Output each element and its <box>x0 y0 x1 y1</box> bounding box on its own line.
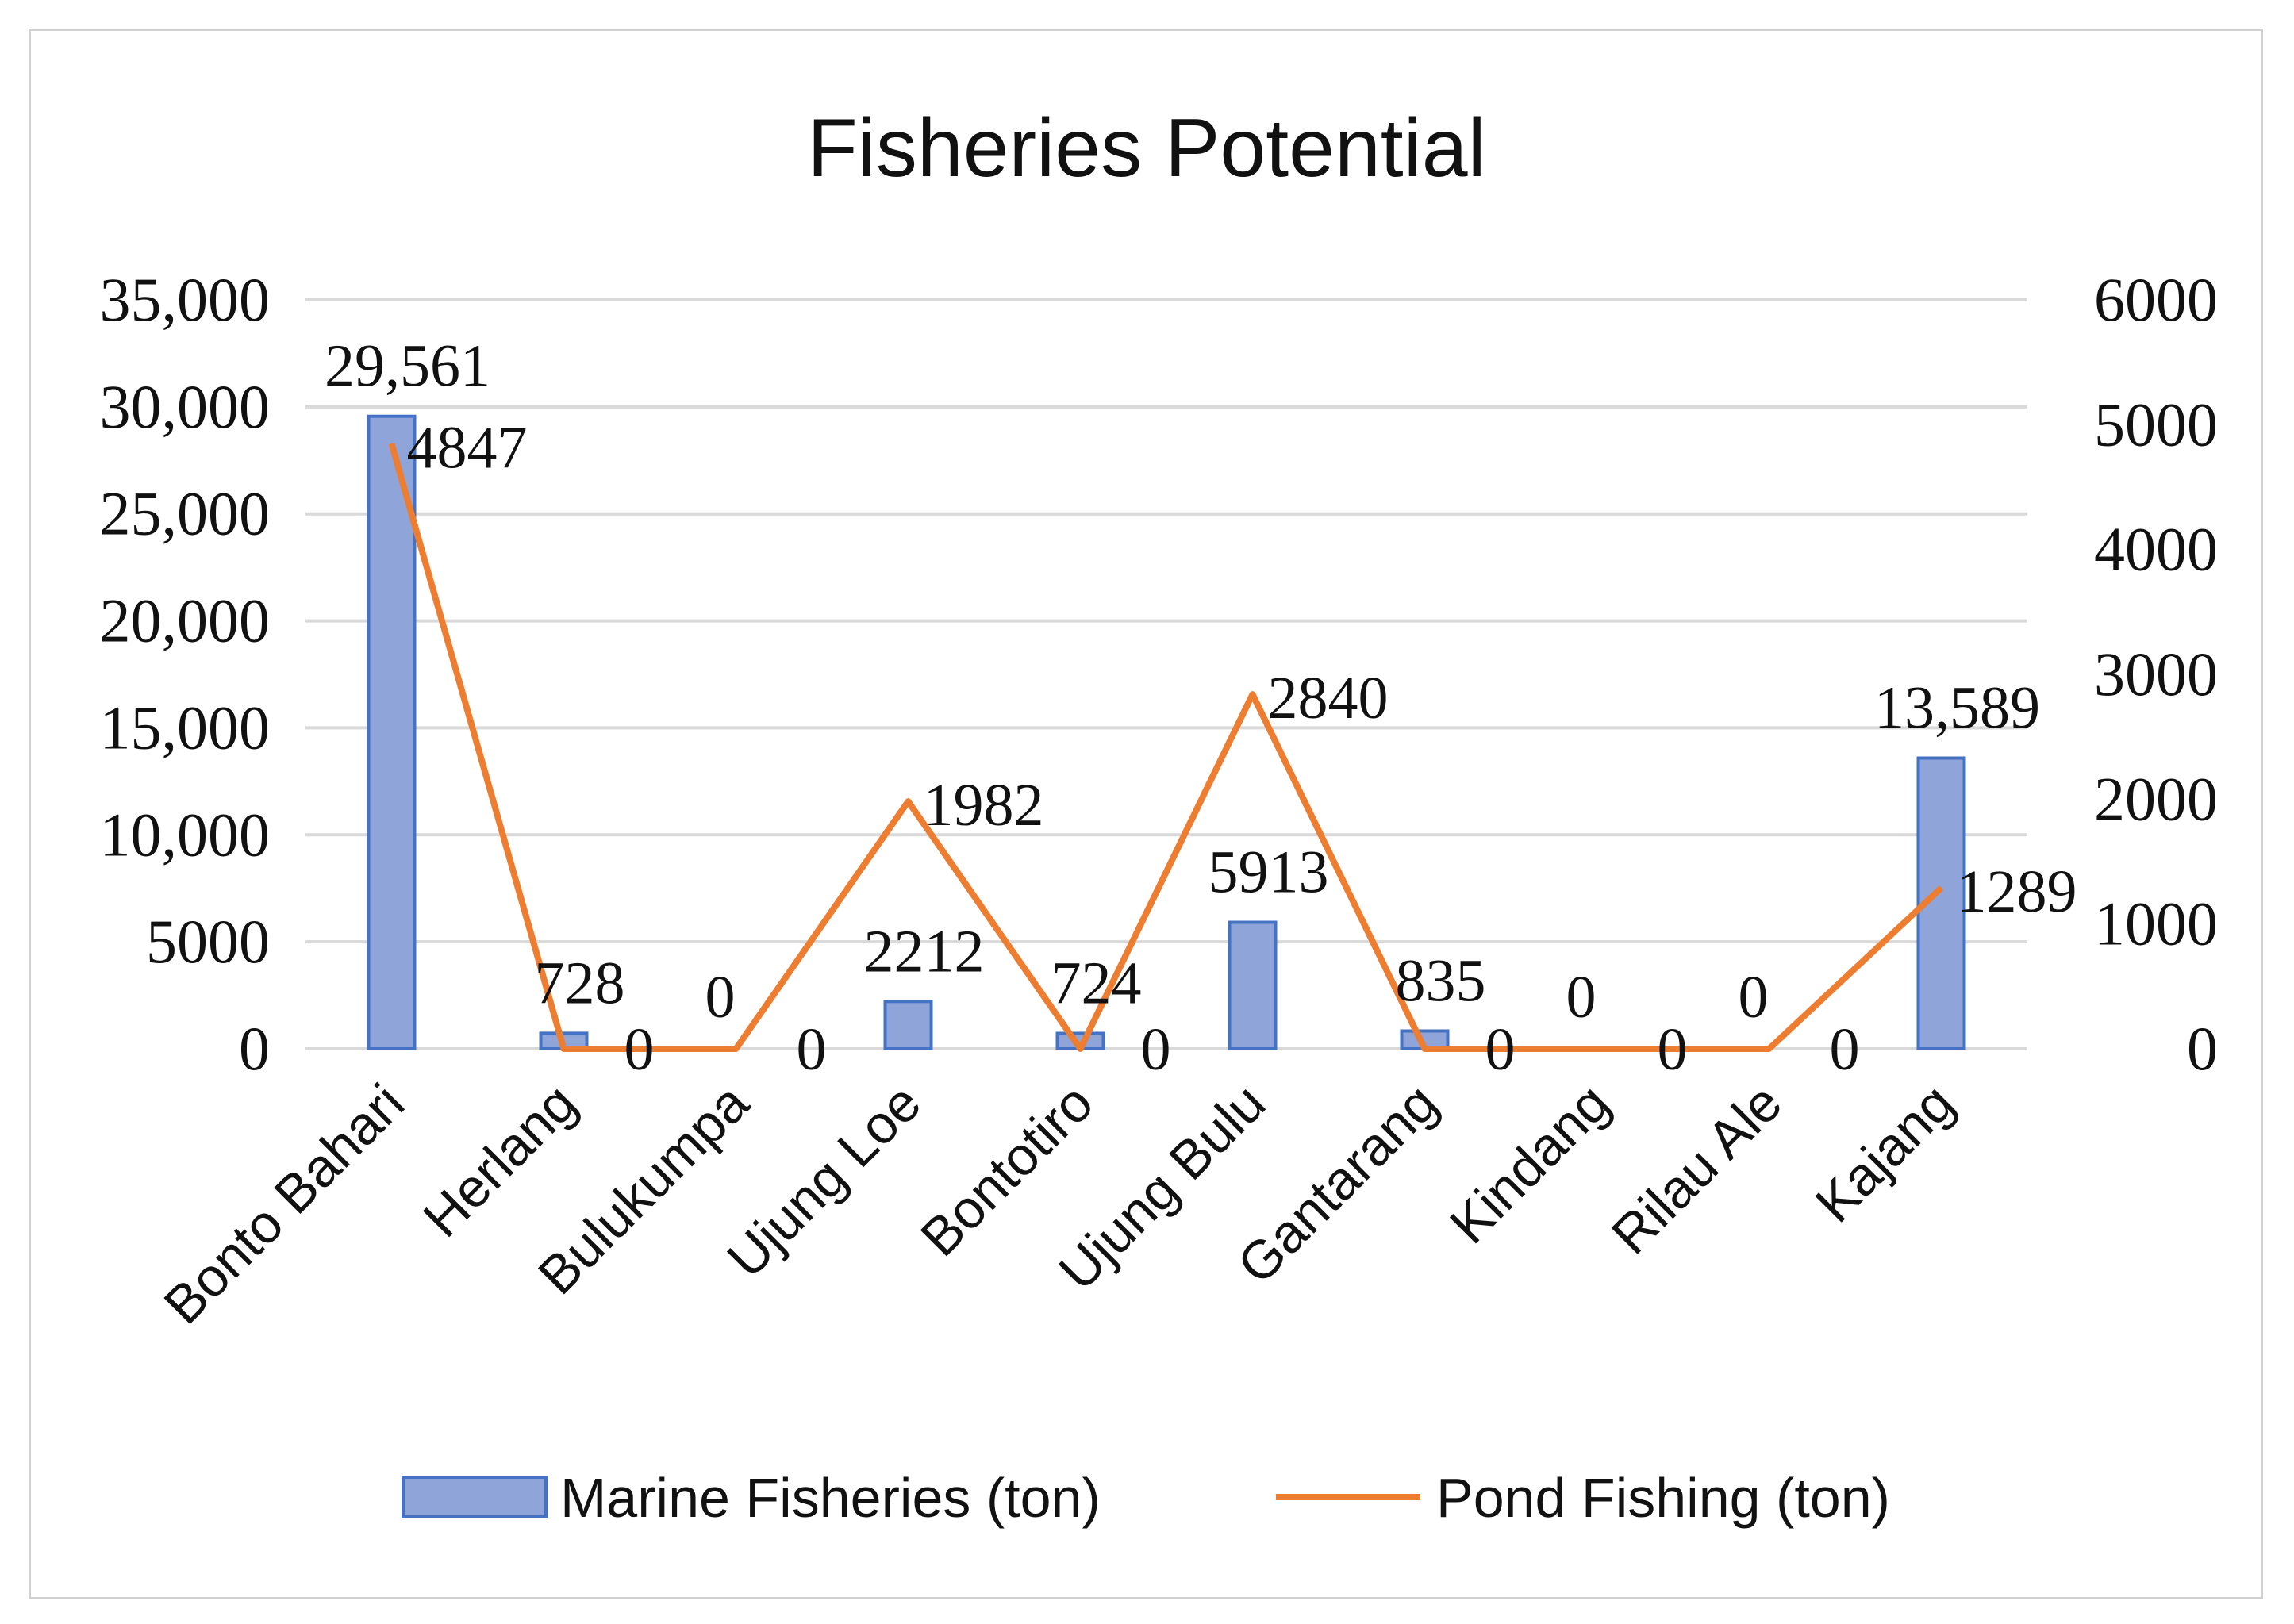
line-value-label: 1289 <box>1957 858 2077 925</box>
line-point-pond <box>735 1048 737 1050</box>
line-value-label: 0 <box>797 1016 827 1083</box>
line-point-pond <box>1596 1048 1598 1050</box>
line-value-label: 0 <box>1658 1016 1688 1083</box>
category-label: Kindang <box>1439 1073 1621 1255</box>
left-y-axis: 0 5000 10,000 15,000 20,000 25,000 30,000 35,00… <box>100 265 271 1083</box>
right-tick-label: 5000 <box>2094 390 2218 459</box>
left-tick-label: 15,000 <box>100 693 271 762</box>
category-label: Rilau Ale <box>1600 1073 1794 1266</box>
pond-fishing-series-line <box>388 443 1944 1052</box>
left-tick-label: 10,000 <box>100 800 271 869</box>
right-y-axis: 0 1000 2000 3000 4000 5000 6000 <box>2094 265 2218 1083</box>
left-tick-label: 25,000 <box>100 479 271 548</box>
left-tick-label: 30,000 <box>100 372 271 441</box>
line-value-label: 1982 <box>924 772 1044 839</box>
line-point-pond <box>1768 1048 1770 1050</box>
category-label: Herlang <box>412 1073 588 1249</box>
right-tick-label: 0 <box>2187 1014 2218 1083</box>
line-value-label: 0 <box>624 1016 655 1083</box>
line-value-label: 2840 <box>1268 665 1389 731</box>
bar-value-label: 0 <box>1739 964 1769 1031</box>
left-tick-label: 5000 <box>146 907 270 976</box>
bar-value-label: 724 <box>1051 950 1142 1016</box>
bar-marine-bonto-bahari <box>367 414 417 1050</box>
legend-swatch-marine <box>402 1476 548 1518</box>
category-label: Bonto Bahari <box>152 1073 416 1336</box>
line-value-label: 0 <box>1485 1016 1516 1083</box>
marine-fisheries-bars <box>367 414 1966 1051</box>
bar-value-label: 728 <box>535 950 625 1016</box>
left-tick-label: 0 <box>239 1014 270 1083</box>
bar-value-label: 13,589 <box>1874 674 2040 741</box>
right-tick-label: 2000 <box>2094 764 2218 833</box>
legend-label-pond: Pond Fishing (ton) <box>1436 1467 1890 1529</box>
line-value-label: 0 <box>1830 1016 1860 1083</box>
bar-value-label: 0 <box>1566 964 1597 1031</box>
left-tick-label: 20,000 <box>100 586 271 655</box>
pond-fishing-line <box>388 443 1944 1052</box>
line-value-label: 0 <box>1141 1016 1171 1083</box>
line-point-pond <box>563 1048 565 1050</box>
legend: Marine Fisheries (ton) Pond Fishing (ton… <box>402 1467 1890 1529</box>
legend-label-marine: Marine Fisheries (ton) <box>560 1467 1101 1529</box>
bar-value-label: 29,561 <box>325 333 490 400</box>
line-point-pond <box>1940 887 1942 889</box>
left-tick-label: 35,000 <box>100 265 271 334</box>
right-tick-label: 4000 <box>2094 515 2218 584</box>
bar-value-label: 835 <box>1396 947 1486 1014</box>
right-tick-label: 1000 <box>2094 889 2218 958</box>
bar-marine-ujung-loe <box>883 1000 933 1051</box>
gridlines <box>305 298 2027 1050</box>
bar-value-label: 2212 <box>864 918 985 985</box>
bar-value-label: 0 <box>705 964 736 1031</box>
line-value-label: 4847 <box>407 414 528 481</box>
line-point-pond <box>1251 693 1254 696</box>
bar-marine-ujung-bulu <box>1228 920 1278 1050</box>
line-point-pond <box>1424 1048 1426 1050</box>
category-label: Kajang <box>1804 1073 1965 1234</box>
line-point-pond <box>390 443 393 445</box>
bar-value-label: 5913 <box>1208 839 1329 906</box>
line-point-pond <box>1079 1048 1082 1050</box>
right-tick-label: 6000 <box>2094 265 2218 334</box>
line-point-pond <box>907 800 909 803</box>
right-tick-label: 3000 <box>2094 639 2218 708</box>
chart-title: Fisheries Potential <box>807 102 1486 194</box>
